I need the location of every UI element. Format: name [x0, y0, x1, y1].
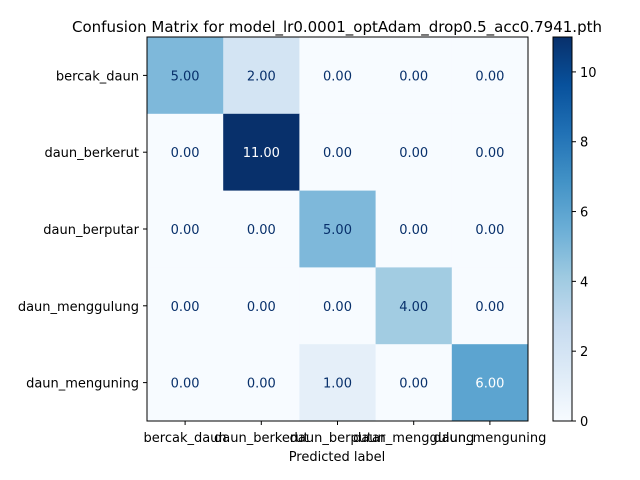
x-tick-label: bercak_daun	[144, 431, 227, 446]
x-tick-label: daun_berputar	[290, 431, 386, 446]
heatmap-cell	[223, 37, 300, 115]
heatmap-cell	[147, 267, 224, 345]
heatmap-cell	[451, 344, 529, 422]
cell-value-label: 5.00	[323, 223, 352, 238]
heatmap-cell	[299, 190, 377, 268]
colorbar-tick-label: 6	[580, 206, 588, 221]
heatmap-cell	[299, 37, 377, 115]
cell-value-label: 0.00	[399, 223, 428, 238]
heatmap-cell	[299, 344, 377, 422]
cell-value-label: 5.00	[171, 69, 200, 84]
cell-value-label: 0.00	[475, 223, 504, 238]
heatmap-cell	[147, 37, 224, 115]
cell-value-label: 0.00	[399, 146, 428, 161]
cell-value-label: 0.00	[171, 146, 200, 161]
cell-value-label: 0.00	[399, 377, 428, 392]
heatmap-cell	[375, 37, 453, 115]
heatmap-cell	[375, 190, 453, 268]
cell-value-label: 0.00	[171, 300, 200, 315]
y-tick-label: daun_berkerut	[44, 146, 139, 161]
colorbar-tick-label: 10	[580, 66, 597, 81]
cell-value-label: 4.00	[399, 300, 428, 315]
colorbar-ticks: 0 2 4 6 8 10	[572, 66, 597, 430]
x-tick-label: daun_menguning	[433, 431, 546, 446]
chart-title: Confusion Matrix for model_lr0.0001_optA…	[72, 18, 602, 37]
heatmap-cell	[375, 344, 453, 422]
y-tick-label: daun_menggulung	[18, 300, 139, 315]
x-axis-ticks: bercak_daundaun_berkerutdaun_berputardau…	[144, 421, 546, 446]
heatmap-cell	[223, 113, 300, 192]
heatmap-cell	[451, 190, 529, 268]
cell-value-label: 0.00	[171, 223, 200, 238]
cell-value-label: 2.00	[247, 69, 276, 84]
cell-value-label: 1.00	[323, 377, 352, 392]
cell-value-label: 11.00	[243, 146, 280, 161]
heatmap-cell	[375, 113, 453, 192]
cell-value-label: 0.00	[475, 69, 504, 84]
heatmap-cell	[223, 267, 300, 345]
cell-value-label: 0.00	[323, 146, 352, 161]
heatmap-cell	[223, 190, 300, 268]
heatmap-cell	[299, 113, 377, 192]
heatmap-cell	[451, 37, 529, 115]
heatmap-cell	[147, 344, 224, 422]
x-tick-label: daun_berkerut	[214, 431, 309, 446]
cell-value-label: 0.00	[475, 146, 504, 161]
cell-value-label: 0.00	[399, 69, 428, 84]
x-axis-label: Predicted label	[289, 450, 386, 465]
cell-value-label: 0.00	[247, 223, 276, 238]
heatmap-cell	[451, 267, 529, 345]
x-tick-label: daun_menggulung	[353, 431, 474, 446]
heatmap-cells	[147, 37, 529, 422]
heatmap-cell-labels: 5.00 2.00 0.00 0.00 0.00 0.00 11.00 0.00 0.00 0.0…	[171, 69, 505, 391]
heatmap-cell	[223, 344, 300, 422]
cell-value-label: 0.00	[323, 300, 352, 315]
colorbar-tick-label: 4	[580, 275, 588, 290]
cell-value-label: 0.00	[247, 300, 276, 315]
heatmap-cell	[451, 113, 529, 192]
heatmap-cell	[147, 190, 224, 268]
colorbar-tick-label: 0	[580, 415, 588, 430]
heatmap-cell	[299, 267, 377, 345]
y-tick-label: daun_menguning	[26, 377, 139, 392]
cell-value-label: 0.00	[475, 300, 504, 315]
y-axis-ticks: bercak_daun daun_berkerut daun_berputardau…	[18, 69, 147, 392]
colorbar-tick-label: 2	[580, 345, 588, 360]
colorbar	[552, 36, 573, 422]
cell-value-label: 0.00	[171, 377, 200, 392]
colorbar-tick-label: 8	[580, 136, 588, 151]
y-tick-label: bercak_daun	[56, 69, 139, 84]
cell-value-label: 0.00	[323, 69, 352, 84]
heatmap-cell	[147, 113, 224, 192]
cell-value-label: 6.00	[475, 377, 504, 392]
cell-value-label: 0.00	[247, 377, 276, 392]
heatmap-cell	[375, 267, 453, 345]
y-tick-label: daun_berputar	[43, 223, 139, 238]
